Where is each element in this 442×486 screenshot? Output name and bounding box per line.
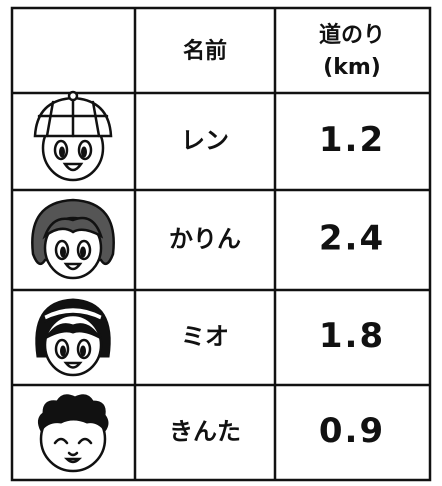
row-distance: 1.2	[319, 120, 385, 160]
row-name: ミオ	[181, 323, 229, 351]
row-distance: 2.4	[319, 219, 385, 259]
row-name: きんた	[169, 418, 241, 446]
table-rows: レン 1.2 かりん 2.4 ミオ 1.8 きんた 0.9	[169, 120, 385, 451]
face-icon	[35, 298, 111, 377]
row-name: かりん	[169, 225, 241, 253]
row-distance: 1.8	[319, 316, 385, 356]
row-distance: 0.9	[319, 411, 385, 451]
header-unit: (km)	[323, 55, 381, 80]
face-icon	[31, 198, 115, 280]
header-name: 名前	[183, 38, 227, 64]
face-icon	[37, 394, 109, 473]
row-name: レン	[181, 127, 229, 155]
face-icon	[33, 90, 113, 182]
table-grid	[10, 6, 432, 482]
header-distance: 道のり	[319, 22, 385, 48]
